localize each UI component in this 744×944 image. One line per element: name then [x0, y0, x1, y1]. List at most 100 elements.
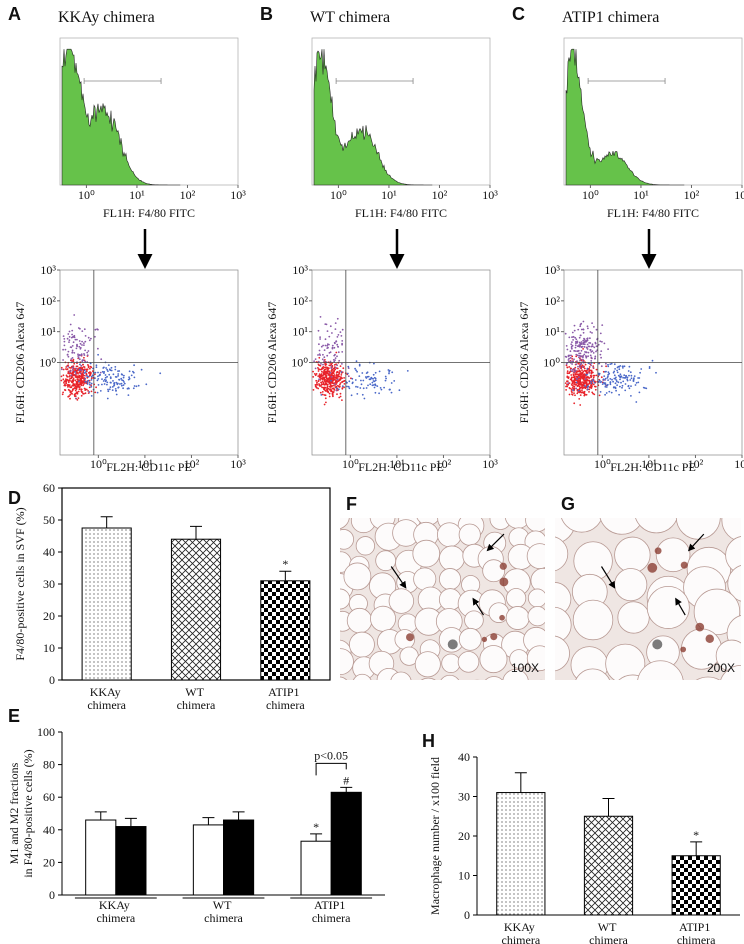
event-dot: [568, 366, 571, 368]
adipocyte: [340, 676, 348, 680]
event-dot: [70, 377, 73, 379]
event-dot: [587, 379, 590, 382]
event-dot: [79, 347, 82, 350]
x-tick-label: 10³: [482, 188, 498, 202]
x-tick-label: 10³: [230, 457, 246, 471]
event-dot: [571, 370, 574, 373]
event-dot: [111, 386, 114, 388]
event-dot: [358, 375, 361, 377]
event-dot: [589, 331, 592, 333]
event-dot: [580, 341, 583, 343]
event-dot: [355, 385, 357, 388]
event-dot: [635, 401, 638, 403]
event-dot: [75, 386, 78, 388]
event-dot: [578, 345, 581, 348]
event-dot: [90, 379, 93, 381]
event-dot: [595, 368, 598, 371]
event-dot: [605, 365, 607, 368]
event-dot: [89, 367, 91, 370]
event-dot: [79, 342, 82, 345]
x-tick-label: 10¹: [389, 457, 405, 471]
y-tick-label: 30: [43, 577, 55, 591]
event-dot: [331, 344, 334, 347]
event-dot: [564, 382, 567, 384]
event-dot: [87, 372, 90, 374]
event-dot: [589, 337, 591, 340]
event-dot: [332, 379, 334, 382]
event-dot: [325, 376, 328, 379]
event-dot: [118, 370, 121, 372]
event-dot: [582, 381, 584, 383]
event-dot: [318, 368, 321, 371]
gate-marker: [83, 78, 162, 84]
event-dot: [71, 381, 74, 383]
gate-marker: [587, 78, 666, 84]
event-dot: [159, 372, 162, 375]
event-dot: [606, 383, 609, 386]
event-dot: [339, 331, 342, 333]
panel-letter: C: [512, 4, 525, 24]
event-dot: [622, 380, 625, 383]
magnification: 100X: [511, 661, 539, 675]
event-dot: [628, 374, 630, 377]
event-dot: [612, 380, 614, 383]
event-dot: [77, 356, 80, 359]
error-bar: [232, 811, 245, 821]
event-dot: [71, 369, 74, 371]
event-dot: [109, 386, 112, 389]
event-dot: [324, 390, 327, 392]
event-dot: [576, 360, 578, 362]
event-dot: [354, 379, 357, 381]
event-dot: [583, 338, 586, 341]
event-dot: [71, 333, 73, 336]
event-dot: [645, 387, 648, 390]
event-dot: [69, 391, 72, 394]
event-dot: [607, 365, 610, 368]
event-dot: [337, 388, 340, 391]
event-dot: [603, 342, 606, 345]
event-dot: [586, 388, 589, 391]
adipocyte: [555, 635, 570, 672]
event-dot: [117, 373, 120, 375]
y-tick-label: 60: [43, 481, 55, 495]
event-dot: [313, 360, 315, 363]
adipocyte: [479, 645, 508, 674]
event-dot: [330, 384, 332, 387]
event-dot: [587, 376, 589, 379]
event-dot: [565, 364, 568, 367]
event-dot: [620, 381, 622, 384]
event-dot: [80, 369, 83, 372]
event-dot: [356, 370, 358, 373]
event-dot: [109, 369, 112, 372]
event-dot: [601, 383, 604, 385]
event-dot: [368, 378, 371, 381]
x-tick-label: 10⁰: [78, 188, 95, 202]
event-dot: [336, 374, 339, 377]
event-dot: [76, 381, 78, 383]
event-dot: [347, 375, 350, 378]
event-dot: [335, 380, 338, 382]
event-dot: [607, 363, 609, 366]
event-dot: [120, 384, 123, 387]
event-dot: [343, 386, 345, 389]
event-dot: [108, 388, 111, 391]
event-dot: [325, 401, 327, 404]
y-tick-label: 40: [458, 750, 470, 764]
adipocyte: [438, 568, 462, 591]
event-dot: [69, 380, 71, 382]
event-dot: [336, 378, 339, 381]
event-dot: [336, 367, 339, 370]
event-dot: [637, 381, 640, 384]
event-dot: [581, 377, 584, 380]
event-dot: [351, 381, 354, 384]
event-dot: [86, 383, 89, 385]
event-dot: [605, 386, 608, 388]
event-dot: [80, 353, 83, 356]
event-dot: [591, 322, 593, 324]
event-dot: [111, 389, 114, 391]
event-dot: [611, 378, 613, 381]
event-dot: [312, 376, 315, 378]
event-dot: [78, 388, 81, 391]
event-dot: [605, 392, 608, 394]
event-dot: [580, 328, 583, 331]
